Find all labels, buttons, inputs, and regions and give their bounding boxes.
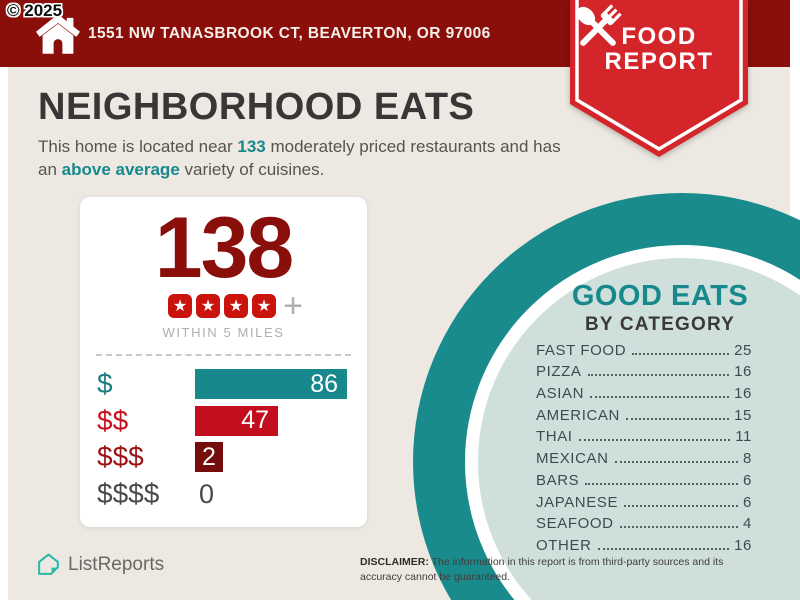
bar-value-zero: 0 (199, 478, 215, 509)
category-label: JAPANESE (536, 493, 619, 511)
category-row: JAPANESE 6 (536, 489, 752, 511)
star-icon: ★ (168, 294, 193, 318)
dotted-leader (597, 547, 730, 550)
category-row: FAST FOOD 25 (536, 337, 752, 359)
badge-title-line2: REPORT (604, 48, 714, 75)
category-label: AMERICAN (536, 406, 620, 424)
listreports-logo-icon (38, 553, 59, 575)
star-icon: ★ (252, 294, 277, 318)
price-bar: 2 (195, 442, 223, 472)
category-value: 25 (734, 341, 752, 359)
restaurant-summary-card: 138 ★ ★ ★ ★ + WITHIN 5 MILES $86 $$ 47 $$$ 2 $$$$… (80, 197, 367, 527)
page-title: NEIGHBORHOOD EATS (38, 86, 475, 128)
disclaimer: DISCLAIMER: The information in this repo… (360, 555, 764, 584)
dotted-leader (632, 352, 730, 355)
category-value: 4 (743, 515, 752, 533)
category-row: OTHER 16 (536, 532, 752, 554)
price-bar: 47 (195, 405, 279, 436)
bar-area: 86 (195, 369, 347, 399)
category-row: BARS 6 (536, 467, 752, 489)
category-value: 8 (743, 450, 752, 468)
total-restaurants-count: 138 (154, 200, 295, 296)
bar-area: 47 (195, 405, 347, 436)
bar-value: 86 (310, 369, 338, 398)
food-report-badge: FOOD REPORT (570, 0, 748, 164)
price-bar-row: $$$ 2 (97, 442, 347, 472)
dotted-leader (590, 396, 730, 399)
category-row: PIZZA 16 (536, 359, 752, 381)
price-bars: $86 $$ 47 $$$ 2 $$$$ 0 (80, 369, 367, 509)
category-value: 6 (743, 493, 752, 511)
disclaimer-label: DISCLAIMER: (360, 556, 429, 568)
category-value: 11 (735, 428, 752, 446)
category-label: PIZZA (536, 363, 582, 381)
price-bar-row: $$$$ 0 (97, 477, 347, 509)
subtitle-text: This home is located near (38, 137, 238, 156)
dotted-leader (625, 417, 730, 420)
bar-area: 0 (195, 479, 347, 509)
bar-area: 2 (195, 442, 347, 472)
price-bar-row: $$ 47 (97, 404, 347, 436)
brand-name: ListReports (68, 553, 165, 575)
price-level-label: $$$ (97, 441, 144, 472)
category-row: THAI 11 (536, 424, 752, 446)
category-label: MEXICAN (536, 450, 609, 468)
subtitle-text: variety of cuisines. (179, 159, 325, 179)
category-value: 16 (734, 385, 752, 403)
variety-highlight: above average (61, 159, 180, 179)
bar-value: 47 (241, 406, 270, 434)
badge-title-line1: FOOD (621, 23, 697, 50)
star-icon: ★ (224, 294, 249, 318)
category-label: ASIAN (536, 385, 585, 403)
price-level-label: $$ (97, 404, 129, 436)
page-subtitle: This home is located near 133 moderately… (38, 136, 568, 181)
dotted-leader (624, 504, 739, 507)
disclaimer-text: The information in this report is from t… (360, 556, 724, 583)
subtitle-text: moderately priced restaurants and has an (38, 137, 561, 179)
category-row: AMERICAN 15 (536, 402, 752, 424)
category-value: 15 (734, 406, 752, 424)
badge-ribbon-shape (570, 0, 748, 157)
dotted-leader (578, 439, 731, 442)
home-icon (36, 14, 80, 54)
category-label: OTHER (536, 536, 592, 554)
category-label: BARS (536, 471, 580, 489)
price-bar: 86 (195, 369, 347, 399)
category-label: SEAFOOD (536, 515, 614, 533)
dashed-divider (96, 354, 351, 356)
property-address: 1551 NW TANASBROOK CT, BEAVERTON, OR 970… (88, 24, 491, 42)
dotted-leader (587, 374, 730, 377)
good-eats-subtitle: BY CATEGORY (584, 314, 736, 335)
category-row: ASIAN 16 (536, 380, 752, 402)
spoon-fork-icon (576, 4, 622, 46)
dotted-leader (614, 461, 739, 464)
dotted-leader (619, 526, 739, 529)
good-eats-title: GOOD EATS (571, 280, 749, 312)
price-level-label: $$$$ (97, 477, 160, 509)
bar-value: 2 (202, 442, 216, 471)
category-label: FAST FOOD (536, 341, 627, 359)
category-label: THAI (536, 428, 573, 446)
category-list: FAST FOOD 25 PIZZA 16 ASIAN 16 AMERICAN 15 THAI 1… (536, 337, 752, 554)
star-rating: ★ ★ ★ ★ + (80, 287, 367, 325)
good-eats-heading: GOOD EATS BY CATEGORY (540, 280, 780, 336)
price-bar-row: $86 (97, 369, 347, 399)
category-row: SEAFOOD 4 (536, 511, 752, 533)
copyright-text: © 2025 (7, 1, 63, 20)
plus-sign: + (283, 287, 303, 325)
category-row: MEXICAN 8 (536, 445, 752, 467)
listreports-brand: ListReports (36, 552, 164, 577)
dotted-leader (585, 482, 739, 485)
star-icon: ★ (196, 294, 221, 318)
category-value: 16 (734, 363, 752, 381)
category-value: 16 (734, 536, 752, 554)
price-level-label: $ (97, 368, 113, 399)
restaurant-count: 133 (237, 137, 266, 156)
radius-label: WITHIN 5 MILES (162, 325, 285, 340)
category-value: 6 (743, 471, 752, 489)
